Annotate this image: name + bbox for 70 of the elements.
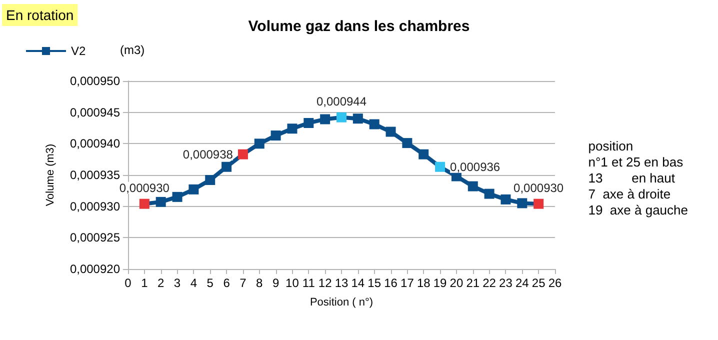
x-tick-label: 2: [158, 276, 164, 290]
x-tick-label: 1: [141, 276, 148, 290]
point: [402, 138, 412, 148]
legend-label: V2: [71, 44, 86, 58]
x-tick-label: 10: [286, 276, 300, 290]
x-tick-label: 3: [174, 276, 181, 290]
point: [287, 124, 298, 134]
x-tick-label: 7: [240, 276, 247, 290]
x-tick-label: 11: [302, 276, 316, 290]
text: position n°1 et 25 en bas 13 en haut 7 axe à droite 19 axe à gauche: [588, 138, 688, 218]
point: [484, 188, 494, 199]
data-label: 0,000930: [514, 180, 564, 195]
point: [336, 112, 346, 122]
data-label: 0,000936: [450, 160, 500, 174]
y-tick-label: 0,000935: [70, 168, 120, 182]
x-tick-label: 5: [206, 276, 214, 290]
y-tick-label: 0,000925: [70, 230, 120, 245]
x-tick-label: 23: [499, 276, 513, 290]
point: [238, 149, 248, 160]
x-tick-label: 19: [433, 276, 448, 290]
point: [386, 126, 396, 137]
chart-title: Volume gaz dans les chambres: [248, 18, 470, 35]
point: [156, 196, 166, 207]
x-tick-label: 4: [190, 276, 198, 290]
data-label: 0,000938: [182, 147, 234, 162]
point: [369, 119, 380, 130]
x-tick-label: 17: [400, 276, 414, 290]
point: [304, 118, 314, 128]
x-tick-label: 26: [548, 276, 562, 290]
x-tick-label: 8: [256, 276, 264, 290]
x-tick-label: 15: [368, 276, 382, 290]
point: [254, 138, 264, 149]
point: [139, 198, 150, 209]
y-tick-label: 0,000945: [70, 105, 120, 120]
x-tick-label: 9: [272, 276, 280, 290]
x-tick-label: 24: [515, 276, 530, 290]
y-tick-label: 0,000930: [70, 199, 120, 214]
x-tick-label: 14: [351, 276, 365, 290]
point: [172, 192, 182, 202]
y-tick-label: 0,000950: [70, 74, 120, 88]
y-tick-label: 0,000940: [70, 136, 120, 151]
x-tick-label: 16: [384, 276, 398, 290]
x-tick-label: 6: [223, 276, 230, 290]
x-tick-label: 0: [124, 276, 132, 290]
point: [418, 149, 429, 160]
point: [205, 175, 216, 186]
x-axis-title: Position ( n°): [310, 296, 374, 308]
point: [517, 198, 528, 208]
y-tick-label: 0,000920: [70, 262, 120, 276]
text: (m3): [120, 43, 145, 57]
point: [500, 194, 511, 204]
x-tick-label: 18: [416, 276, 431, 290]
point: [188, 184, 199, 194]
point: [435, 162, 446, 172]
data-label: 0,000944: [316, 94, 367, 108]
text: En rotation: [6, 7, 74, 23]
point: [222, 162, 232, 172]
point: [320, 114, 330, 124]
point: [468, 181, 478, 192]
point: [534, 198, 544, 209]
x-tick-label: 25: [532, 276, 546, 290]
y-axis-title: Volume (m3): [44, 144, 56, 206]
x-tick-label: 12: [318, 276, 332, 290]
data-label: 0,000930: [119, 180, 170, 195]
point: [352, 114, 363, 124]
x-tick-label: 22: [482, 276, 496, 290]
x-tick-label: 21: [466, 276, 480, 290]
point: [270, 130, 281, 141]
x-tick-label: 20: [450, 276, 464, 290]
x-tick-label: 13: [334, 276, 348, 290]
